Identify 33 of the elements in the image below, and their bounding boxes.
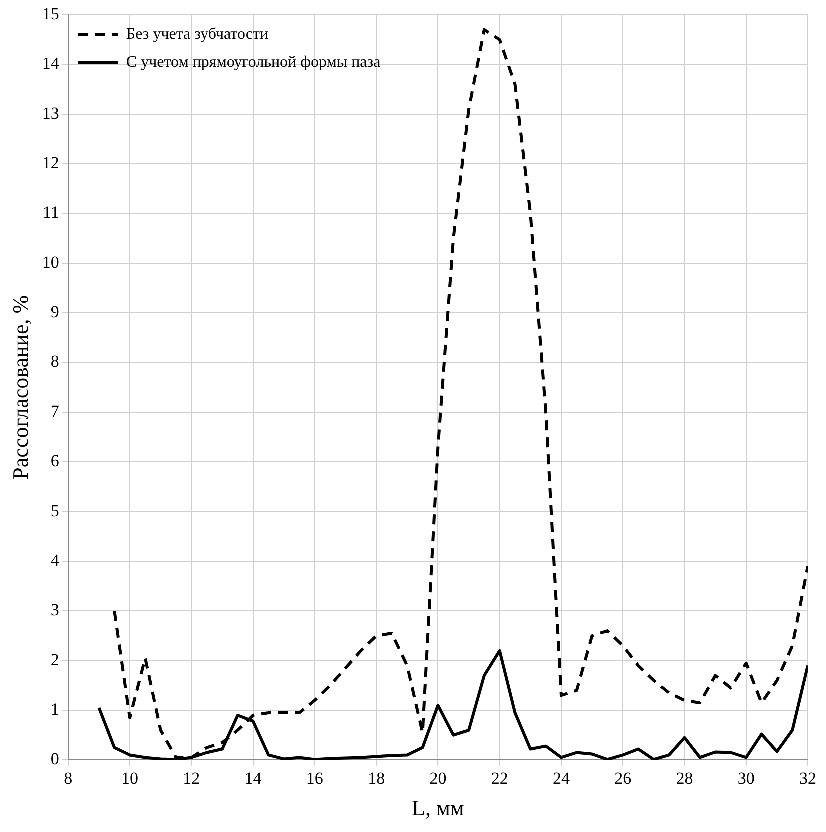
y-tick-label: 13 [42, 104, 60, 123]
x-tick-label: 14 [244, 768, 262, 788]
y-tick-label: 0 [50, 750, 60, 769]
x-tick-label: 26 [614, 768, 632, 788]
y-tick-label: 5 [50, 501, 60, 520]
x-tick-label: 18 [368, 768, 386, 788]
x-tick-label: 22 [491, 768, 508, 788]
x-tick-label: 30 [738, 768, 755, 788]
x-tick-label: 32 [800, 768, 816, 788]
y-tick-label: 4 [50, 550, 60, 570]
x-axis-title: L, мм [412, 796, 464, 821]
y-tick-label: 15 [42, 4, 60, 24]
x-tick-label: 12 [183, 768, 200, 788]
y-tick-label: 1 [50, 700, 60, 719]
legend-label: Без учета зубчатости [126, 26, 269, 44]
y-tick-label: 2 [50, 650, 60, 670]
y-tick-label: 10 [42, 252, 60, 272]
y-axis-title: Рассогласование, % [8, 295, 33, 480]
x-tick-label: 24 [552, 768, 570, 788]
y-tick-label: 6 [50, 452, 60, 471]
y-tick-label: 3 [50, 600, 60, 620]
y-tick-label: 8 [50, 352, 60, 372]
legend-label: С учетом прямоугольной формы паза [126, 54, 381, 72]
y-tick-label: 11 [43, 203, 60, 222]
y-tick-label: 9 [50, 302, 60, 322]
x-tick-label: 16 [306, 768, 324, 788]
y-tick-label: 12 [42, 154, 60, 173]
x-tick-label: 10 [122, 768, 139, 788]
y-tick-label: 14 [42, 54, 60, 74]
x-tick-label: 20 [430, 768, 447, 788]
x-tick-label: 28 [676, 768, 694, 788]
y-tick-label: 7 [50, 402, 60, 421]
x-tick-label: 8 [64, 768, 73, 788]
